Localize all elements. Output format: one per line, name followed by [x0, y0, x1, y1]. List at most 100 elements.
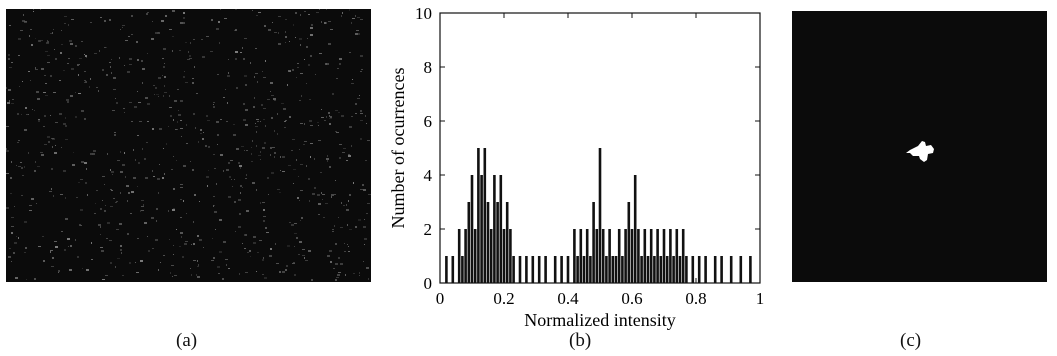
speckle: [36, 91, 39, 93]
speckle: [272, 147, 275, 148]
speckle: [300, 220, 301, 221]
speckle: [317, 194, 320, 196]
speckle: [310, 143, 313, 144]
speckle: [285, 42, 286, 43]
speckle: [8, 54, 10, 56]
speckle: [296, 237, 298, 239]
speckle: [106, 238, 108, 239]
speckle: [254, 76, 255, 78]
speckle: [96, 190, 98, 191]
speckle: [68, 24, 69, 26]
speckle: [122, 27, 123, 28]
speckle: [336, 277, 339, 278]
speckle: [360, 71, 362, 72]
speckle: [301, 95, 302, 97]
histogram-bar: [531, 256, 535, 283]
speckle: [281, 103, 284, 104]
speckle: [270, 91, 271, 92]
speckle: [158, 77, 161, 79]
speckle: [346, 204, 347, 206]
speckle: [35, 69, 38, 70]
speckle: [28, 71, 30, 72]
speckle: [21, 167, 23, 169]
speckle: [197, 235, 199, 237]
speckle: [217, 144, 218, 145]
speckle: [110, 189, 112, 190]
speckle: [304, 257, 305, 259]
speckle: [78, 74, 79, 76]
histogram-bar: [624, 229, 627, 283]
speckle: [45, 95, 48, 96]
speckle: [195, 127, 196, 129]
speckle: [120, 245, 122, 247]
speckle: [72, 164, 75, 166]
speckle: [223, 170, 224, 172]
speckle: [288, 165, 291, 166]
speckle: [50, 251, 51, 253]
speckle: [214, 168, 216, 169]
speckle: [233, 134, 236, 136]
speckle: [11, 232, 13, 234]
speckle: [111, 72, 112, 74]
speckle: [349, 9, 350, 11]
speckle: [300, 164, 303, 165]
speckle: [330, 261, 332, 263]
speckle: [343, 148, 346, 149]
speckle: [271, 172, 274, 174]
blob-image: [906, 141, 934, 162]
speckle: [216, 183, 217, 185]
speckle: [296, 77, 297, 78]
speckle: [335, 180, 336, 181]
speckle: [280, 170, 281, 171]
x-tick-label: 1: [756, 289, 765, 308]
speckle: [164, 76, 166, 78]
speckle: [8, 256, 11, 258]
speckle: [50, 115, 51, 116]
speckle: [178, 110, 179, 111]
speckle: [214, 211, 217, 213]
speckle: [199, 201, 200, 202]
histogram-bar: [502, 229, 506, 283]
speckle: [337, 274, 340, 276]
speckle: [164, 173, 165, 175]
speckle: [262, 202, 265, 203]
speckle: [69, 40, 72, 42]
speckle: [185, 82, 188, 83]
speckle: [240, 185, 242, 187]
histogram-bar: [691, 256, 695, 283]
speckle: [345, 274, 346, 276]
speckle: [51, 138, 54, 139]
speckle: [321, 192, 322, 194]
speckle: [137, 59, 139, 61]
speckle: [16, 236, 17, 237]
speckle: [308, 250, 311, 252]
speckle: [310, 55, 312, 57]
speckle: [328, 112, 330, 114]
speckle: [196, 93, 198, 94]
histogram-bar: [621, 256, 624, 283]
speckle: [163, 148, 164, 149]
speckle: [70, 245, 72, 247]
speckle: [351, 22, 352, 24]
speckle: [331, 194, 334, 196]
histogram-bar: [537, 256, 541, 283]
speckle: [220, 9, 221, 10]
speckle: [109, 62, 111, 63]
y-tick-label: 8: [424, 58, 433, 77]
speckle: [191, 244, 192, 245]
speckle: [31, 44, 33, 46]
histogram-bar: [576, 256, 579, 283]
speckle: [260, 159, 261, 160]
speckle: [211, 19, 213, 21]
speckle: [363, 189, 366, 191]
speckle: [294, 223, 297, 224]
speckle: [304, 11, 306, 12]
speckle: [71, 68, 74, 70]
speckle: [257, 81, 258, 83]
speckle: [67, 101, 69, 103]
speckle: [60, 52, 62, 54]
speckle: [169, 239, 170, 240]
speckle: [125, 176, 126, 178]
speckle: [194, 66, 195, 68]
speckle: [293, 262, 295, 263]
